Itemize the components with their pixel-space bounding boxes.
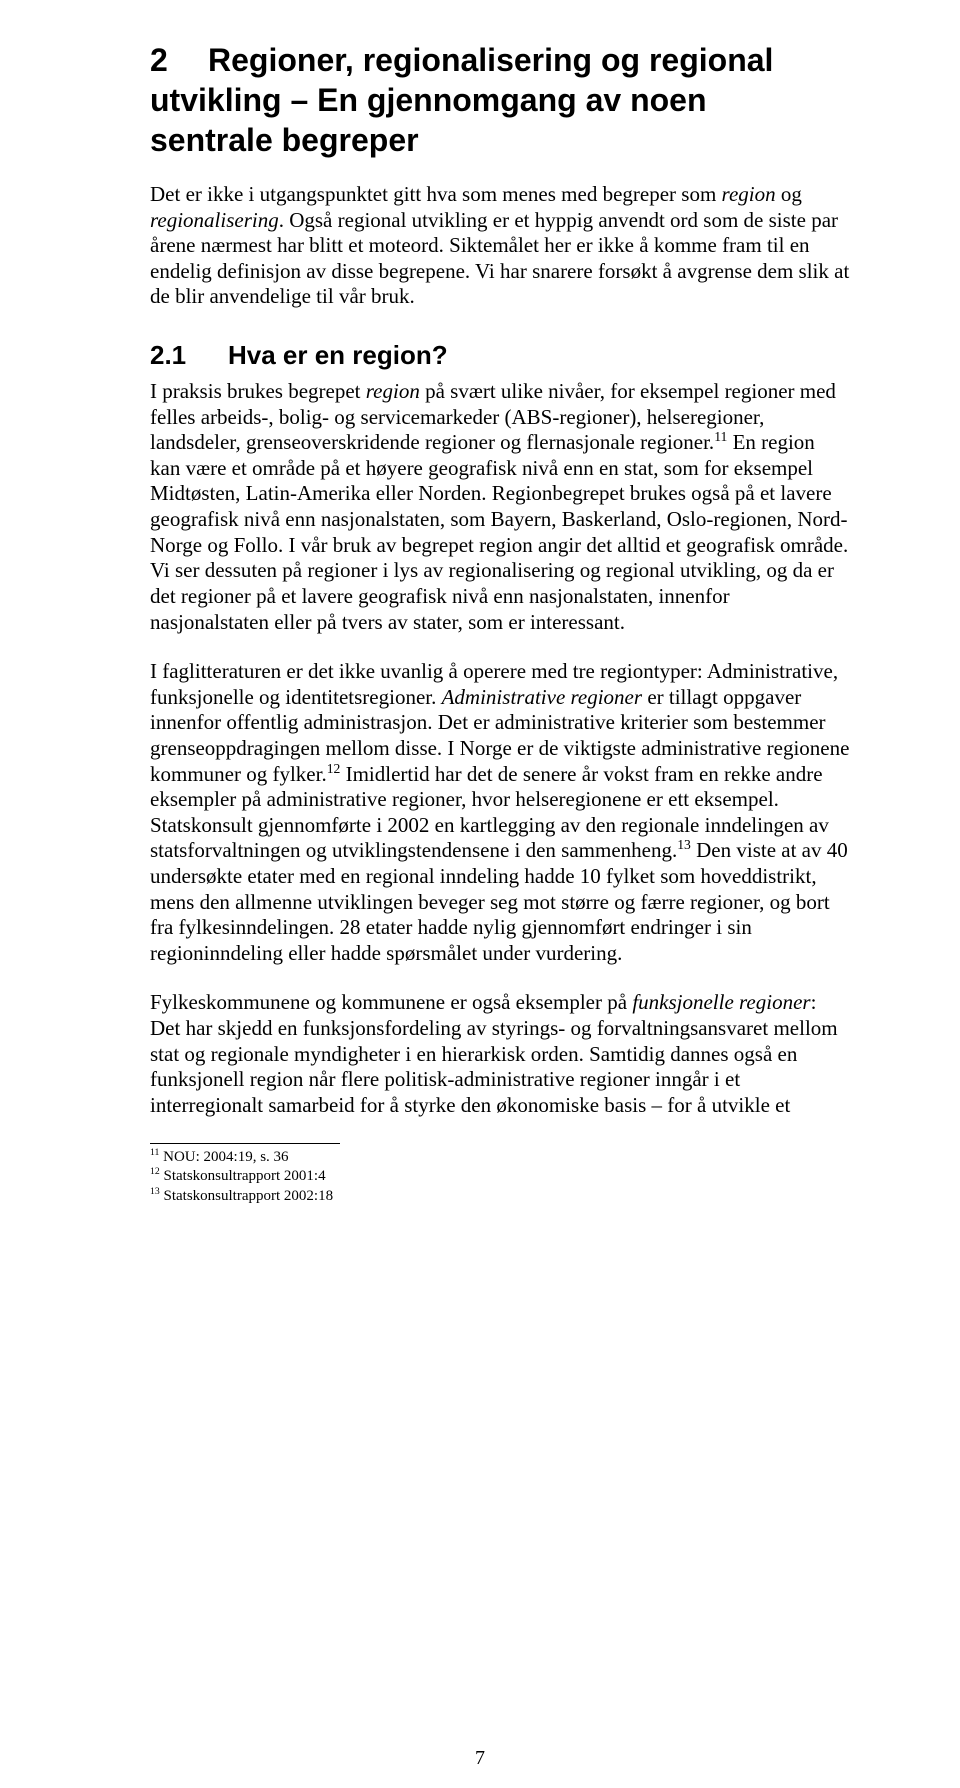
footnote-item: 13 Statskonsultrapport 2002:18 [150, 1187, 850, 1207]
body-text: Fylkeskommunene og kommunene er også eks… [150, 990, 632, 1014]
footnote-item: 11 NOU: 2004:19, s. 36 [150, 1148, 850, 1168]
italic-term: Administrative regioner [442, 685, 642, 709]
body-text: En region kan være et område på et høyer… [150, 430, 848, 633]
footnote-ref: 11 [714, 429, 727, 444]
body-paragraph: I praksis brukes begrepet region på svær… [150, 379, 850, 635]
body-text: I praksis brukes begrepet [150, 379, 366, 403]
footnote-ref: 12 [327, 761, 341, 776]
footnote-number: 12 [150, 1166, 160, 1177]
footnote-separator [150, 1143, 340, 1144]
section-title: Hva er en region? [228, 340, 448, 370]
italic-term: region [366, 379, 420, 403]
footnote-text: Statskonsultrapport 2002:18 [160, 1188, 333, 1204]
chapter-title-line3: sentrale begreper [150, 122, 419, 158]
chapter-title-line2: utvikling – En gjennomgang av noen [150, 82, 707, 118]
chapter-number: 2 [150, 40, 208, 80]
footnote-text: Statskonsultrapport 2001:4 [160, 1168, 326, 1184]
italic-term: funksjonelle regioner [632, 990, 810, 1014]
footnote-text: NOU: 2004:19, s. 36 [159, 1149, 288, 1165]
section-number: 2.1 [150, 340, 228, 371]
footnote-item: 12 Statskonsultrapport 2001:4 [150, 1167, 850, 1187]
document-page: 2Regioner, regionalisering og regional u… [0, 0, 960, 1788]
chapter-heading: 2Regioner, regionalisering og regional u… [150, 40, 850, 160]
footnote-number: 13 [150, 1186, 160, 1197]
body-text: Det er ikke i utgangspunktet gitt hva so… [150, 182, 722, 206]
body-paragraph: Fylkeskommunene og kommunene er også eks… [150, 990, 850, 1118]
footnote-number: 11 [150, 1147, 159, 1158]
body-text: og [776, 182, 802, 206]
intro-paragraph: Det er ikke i utgangspunktet gitt hva so… [150, 182, 850, 310]
chapter-title-line1: Regioner, regionalisering og regional [208, 42, 773, 78]
body-paragraph: I faglitteraturen er det ikke uvanlig å … [150, 659, 850, 966]
section-heading: 2.1Hva er en region? [150, 340, 850, 371]
italic-term: regionalisering [150, 208, 279, 232]
footnotes-block: 11 NOU: 2004:19, s. 36 12 Statskonsultra… [150, 1148, 850, 1207]
italic-term: region [722, 182, 776, 206]
page-number: 7 [475, 1747, 485, 1770]
footnote-ref: 13 [677, 837, 691, 852]
